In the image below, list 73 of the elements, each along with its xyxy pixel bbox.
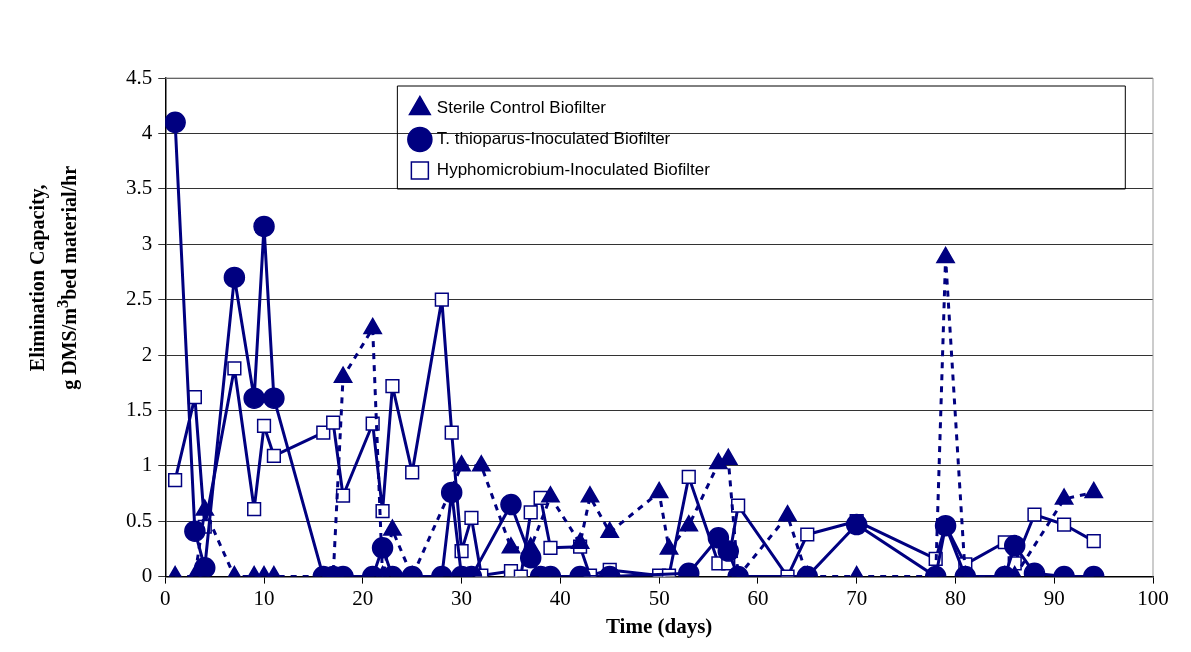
point	[444, 425, 459, 440]
y-tick-label: 3	[141, 230, 153, 255]
point	[184, 520, 206, 542]
point	[385, 378, 400, 394]
point	[1086, 534, 1101, 549]
point	[168, 473, 183, 488]
x-tick-label: 70	[846, 585, 868, 610]
point	[1054, 488, 1074, 505]
point	[521, 537, 541, 554]
y-tick-label: 2	[141, 341, 153, 366]
x-tick-label: 50	[648, 585, 670, 610]
point	[934, 514, 957, 537]
point	[543, 540, 558, 555]
point	[223, 266, 246, 289]
legend-label: Hyphomicrobium-Inoculated Biofilter	[436, 160, 711, 180]
point	[1084, 481, 1104, 499]
point	[263, 387, 285, 409]
x-axis-title: Time (days)	[605, 613, 713, 638]
point	[1003, 534, 1026, 557]
legend-label: Sterile Control Biofilter	[436, 98, 607, 118]
x-tick-label: 30	[451, 585, 473, 610]
point	[243, 387, 265, 409]
point	[570, 532, 590, 550]
point	[845, 513, 868, 536]
point	[1027, 507, 1042, 522]
point	[195, 499, 215, 516]
y-tick-label: 4	[141, 119, 153, 144]
point	[165, 111, 186, 134]
x-tick-label: 40	[549, 585, 571, 610]
point	[649, 481, 669, 499]
point	[1056, 517, 1072, 532]
y-tick-label: 1.5	[126, 396, 153, 421]
point	[800, 527, 815, 542]
point	[405, 465, 420, 480]
x-tick-label: 100	[1137, 585, 1169, 610]
legend-label: T. thioparus-Inoculated Biofilter	[436, 129, 671, 149]
point	[580, 486, 600, 503]
point	[659, 538, 679, 555]
point	[717, 540, 740, 562]
point	[600, 521, 620, 539]
point	[440, 481, 463, 504]
point	[316, 425, 331, 440]
x-tick-label: 90	[1043, 585, 1065, 610]
point	[227, 361, 242, 376]
x-tick-label: 80	[944, 585, 966, 610]
x-tick-label: 60	[747, 585, 769, 610]
point	[500, 493, 522, 516]
point	[501, 537, 521, 554]
point	[194, 556, 216, 577]
y-tick-label: 2.5	[126, 286, 153, 311]
point	[326, 415, 341, 430]
point	[471, 455, 491, 472]
point	[434, 292, 449, 307]
point	[452, 455, 471, 472]
x-tick-label: 10	[253, 585, 275, 610]
point	[256, 418, 272, 434]
y-tick-label: 4.5	[126, 64, 153, 89]
point	[253, 215, 275, 238]
y-tick-label: 0	[141, 563, 153, 588]
point	[247, 501, 262, 517]
point	[383, 519, 402, 536]
x-tick-label: 20	[352, 585, 374, 610]
point	[679, 514, 699, 532]
point	[266, 448, 282, 463]
y-tick-label: 3.5	[126, 175, 153, 200]
point	[778, 504, 797, 522]
point	[541, 486, 560, 503]
point	[681, 469, 696, 484]
y-tick-label: 1	[141, 452, 153, 477]
x-tick-label: 0	[160, 585, 171, 610]
y-tick-label: 0.5	[126, 507, 153, 532]
point	[523, 505, 538, 520]
point	[464, 510, 479, 525]
